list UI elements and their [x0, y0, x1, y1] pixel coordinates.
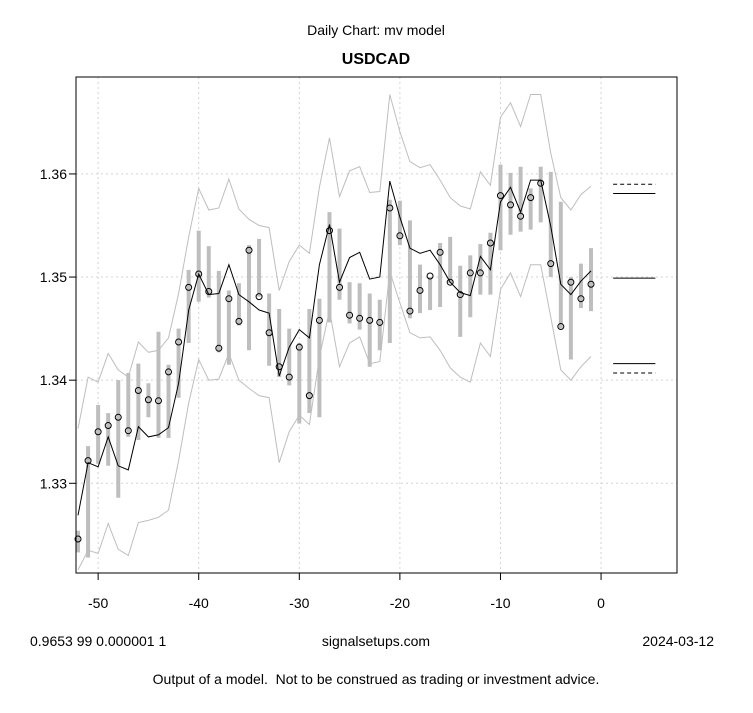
- site-text: signalsetups.com: [322, 633, 430, 649]
- close-point: [165, 368, 173, 376]
- chart-subtitle: Daily Chart: mv model: [307, 22, 445, 38]
- close-point: [305, 392, 313, 400]
- x-tick-label: -40: [189, 595, 209, 611]
- close-point: [154, 397, 162, 405]
- close-point: [547, 260, 555, 268]
- close-point: [265, 329, 273, 337]
- close-point: [426, 272, 434, 280]
- close-point: [74, 535, 82, 543]
- y-tick-label: 1.35: [40, 269, 67, 285]
- close-point: [386, 204, 394, 212]
- bands: [77, 94, 592, 571]
- close-point: [94, 428, 102, 436]
- close-point: [346, 311, 354, 319]
- y-tick-label: 1.36: [40, 166, 67, 182]
- x-tick-label: -10: [490, 595, 510, 611]
- close-point: [235, 317, 243, 325]
- close-point: [557, 323, 565, 331]
- close-point: [285, 373, 293, 381]
- close-point: [527, 194, 535, 202]
- close-point: [396, 232, 404, 240]
- close-point: [356, 314, 364, 322]
- grid: [76, 77, 677, 573]
- close-point: [476, 269, 484, 277]
- close-point: [466, 269, 474, 277]
- forecast-levels: [613, 183, 656, 374]
- close-point: [486, 239, 494, 247]
- close-point: [275, 363, 283, 371]
- close-point: [376, 318, 384, 326]
- date-text: 2024-03-12: [642, 633, 714, 649]
- close-point: [255, 293, 263, 301]
- chart-title: USDCAD: [342, 51, 410, 68]
- params-text: 0.9653 99 0.000001 1: [30, 633, 166, 649]
- close-point: [577, 295, 585, 303]
- x-tick-label: -50: [88, 595, 108, 611]
- close-point: [195, 270, 203, 278]
- close-point: [587, 280, 595, 288]
- model-line: [77, 179, 592, 516]
- close-point: [295, 343, 303, 351]
- x-tick-label: 0: [597, 595, 605, 611]
- close-point: [185, 283, 193, 291]
- close-point: [215, 344, 223, 352]
- close-point: [446, 278, 454, 286]
- close-point: [104, 422, 112, 430]
- close-point: [436, 248, 444, 256]
- axes: -50 -40 -30 -20 -10 0 1.33 1.34 1.35 1.36: [40, 166, 605, 611]
- range-bars: [76, 164, 593, 558]
- close-points: [74, 179, 595, 543]
- close-point: [496, 192, 504, 200]
- y-tick-label: 1.34: [40, 372, 67, 388]
- close-point: [124, 427, 132, 435]
- y-tick-label: 1.33: [40, 475, 67, 491]
- close-point: [325, 227, 333, 235]
- close-point: [84, 457, 92, 465]
- close-point: [517, 212, 525, 220]
- close-point: [567, 278, 575, 286]
- close-point: [406, 307, 414, 315]
- close-point: [245, 246, 253, 254]
- close-point: [507, 201, 515, 209]
- plot-frame: [75, 76, 678, 574]
- close-point: [416, 286, 424, 294]
- close-point: [315, 316, 323, 324]
- x-tick-label: -20: [390, 595, 410, 611]
- upper-band-line: [77, 94, 592, 429]
- x-tick-label: -30: [289, 595, 309, 611]
- close-point: [114, 413, 122, 421]
- close-point: [134, 386, 142, 394]
- close-point: [336, 283, 344, 291]
- disclaimer-text: Output of a model. Not to be construed a…: [153, 671, 600, 687]
- lower-band-line: [77, 264, 592, 571]
- close-point: [175, 338, 183, 346]
- close-point: [205, 287, 213, 295]
- close-point: [225, 295, 233, 303]
- close-point: [366, 316, 374, 324]
- close-point: [537, 179, 545, 187]
- close-point: [456, 291, 464, 299]
- close-point: [144, 396, 152, 404]
- model-line-path: [77, 179, 592, 516]
